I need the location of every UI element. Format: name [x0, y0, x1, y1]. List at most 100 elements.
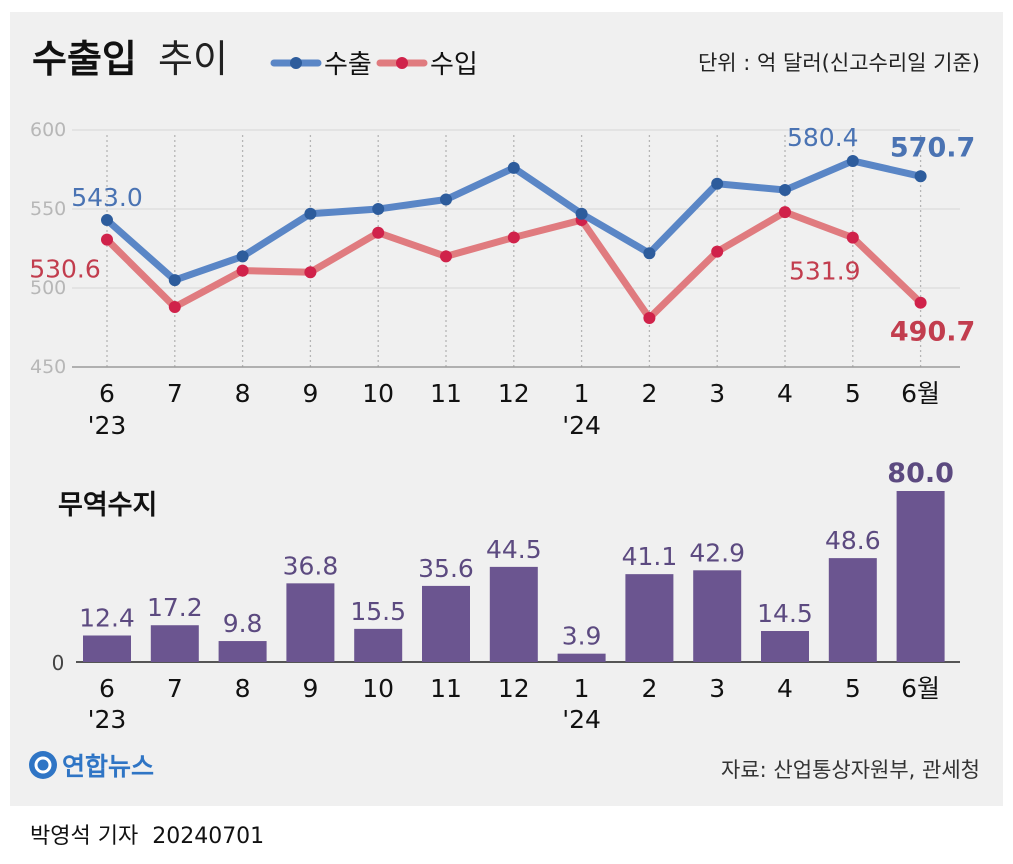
x-tick-label: 12	[498, 379, 530, 408]
trade-balance-bar	[83, 635, 131, 662]
bar-value-label: 42.9	[689, 538, 745, 567]
bar-x-tick-label: 1	[574, 674, 590, 703]
bar-value-label: 15.5	[350, 597, 406, 626]
x-tick-label: 5	[845, 379, 861, 408]
bar-value-label: 14.5	[757, 599, 813, 628]
title-bold: 수출입	[32, 37, 137, 81]
수출-data-point	[575, 207, 588, 220]
chart-canvas: 수출입 추이 수출 수입 단위 : 억 달러(신고수리일 기준) 6005505…	[29, 37, 980, 782]
bar-value-label: 41.1	[622, 542, 678, 571]
수입-data-point	[711, 245, 724, 258]
수입-data-point	[779, 206, 791, 219]
x-tick-label: 10	[362, 379, 394, 408]
bar-value-label: 17.2	[147, 593, 203, 622]
수출-data-point	[507, 161, 520, 174]
unit-note: 단위 : 억 달러(신고수리일 기준)	[698, 51, 980, 75]
source-note: 자료: 산업통상자원부, 관세청	[721, 758, 980, 782]
yonhap-logo-text: 연합뉴스	[62, 752, 154, 781]
bar-value-label: 3.9	[562, 622, 602, 651]
수입-value-label: 530.6	[29, 255, 101, 284]
수입-data-point	[168, 300, 181, 313]
수입-value-label: 531.9	[789, 257, 861, 286]
trade-balance-bar	[896, 491, 945, 662]
수출-data-point	[236, 250, 249, 263]
x-tick-label: 6	[99, 379, 115, 408]
bar-x-tick-label: 8	[235, 674, 251, 703]
bar-x-tick-label: 5	[845, 674, 861, 703]
bar-value-label: 35.6	[418, 554, 474, 583]
legend-export-dot	[290, 57, 302, 69]
수출-data-point	[914, 170, 927, 183]
수출-data-point	[846, 154, 859, 167]
x-tick-label: 2	[641, 379, 657, 408]
수입-data-point	[846, 231, 859, 244]
year-label: '23	[88, 411, 127, 440]
수출-data-point	[440, 193, 452, 206]
x-tick-label: 9	[302, 379, 318, 408]
수출-data-point	[779, 184, 791, 197]
bar-x-tick-label: 6	[99, 674, 115, 703]
trade-balance-bar	[828, 558, 877, 662]
수출-value-label: 570.7	[890, 132, 975, 163]
x-tick-label: 1	[574, 379, 590, 408]
bar-value-label: 44.5	[486, 535, 542, 564]
bar-x-tick-label: 12	[498, 674, 530, 703]
trade-balance-bar	[422, 585, 470, 662]
수출-data-point	[101, 214, 113, 227]
수입-data-point	[372, 226, 385, 239]
infographic-panel: 수출입 추이 수출 수입 단위 : 억 달러(신고수리일 기준) 600 550 5…	[10, 12, 1003, 806]
수입-data-point	[440, 250, 452, 263]
수입-data-point	[304, 266, 317, 279]
footer: 박영석 기자 20240701	[30, 818, 264, 850]
x-tick-label: 6월	[901, 379, 940, 408]
수입-data-point	[914, 296, 927, 309]
수입-data-point	[101, 233, 113, 246]
trade-balance-bar	[693, 570, 742, 662]
x-tick-label: 8	[235, 379, 251, 408]
bar-x-tick-label: 11	[430, 674, 462, 703]
x-tick-label: 11	[430, 379, 462, 408]
year-label: '24	[562, 411, 601, 440]
수출-data-point	[304, 207, 317, 220]
reporter-name: 박영석 기자	[30, 824, 139, 849]
bar-x-tick-label: 10	[362, 674, 394, 703]
trade-balance-bar	[150, 625, 199, 662]
bar-year-label: '23	[88, 705, 127, 734]
수입-data-point	[236, 264, 249, 277]
bar-x-tick-label: 2	[641, 674, 657, 703]
bar-value-label: 36.8	[283, 551, 339, 580]
legend-export-label: 수출	[324, 50, 372, 80]
수출-data-point	[168, 274, 181, 287]
수입-data-point	[643, 312, 656, 325]
trade-balance-bar	[761, 631, 809, 662]
수출-value-label: 543.0	[71, 183, 143, 212]
trade-balance-bar	[489, 566, 538, 662]
수출-data-point	[643, 247, 656, 260]
bar-year-label: '24	[562, 705, 601, 734]
publish-date: 20240701	[152, 824, 265, 849]
bar-x-tick-label: 4	[777, 674, 793, 703]
title-light: 추이	[158, 37, 228, 81]
y-tick-label: 600	[30, 119, 66, 141]
bar-x-tick-label: 6월	[901, 674, 940, 703]
bar-value-label: 9.8	[223, 609, 263, 638]
yonhap-logo-icon	[29, 751, 57, 779]
수입-value-label: 490.7	[890, 317, 975, 348]
y-tick-label: 500	[30, 277, 66, 299]
trade-balance-bar	[354, 628, 403, 662]
legend-import-dot	[396, 57, 408, 69]
y-tick-label: 550	[30, 198, 66, 220]
logo: 연합뉴스	[29, 751, 154, 781]
수출-data-point	[711, 177, 724, 190]
trade-balance-bar	[625, 574, 674, 662]
bar-value-label: 48.6	[825, 526, 881, 555]
y-tick-label: 450	[30, 356, 66, 378]
trade-balance-bar	[286, 583, 335, 662]
bar-x-tick-label: 9	[302, 674, 318, 703]
legend-import-label: 수입	[430, 50, 478, 80]
x-tick-label: 3	[709, 379, 725, 408]
수입-data-point	[507, 231, 520, 244]
trade-balance-bar	[557, 653, 606, 662]
bar-value-label: 80.0	[887, 458, 954, 489]
